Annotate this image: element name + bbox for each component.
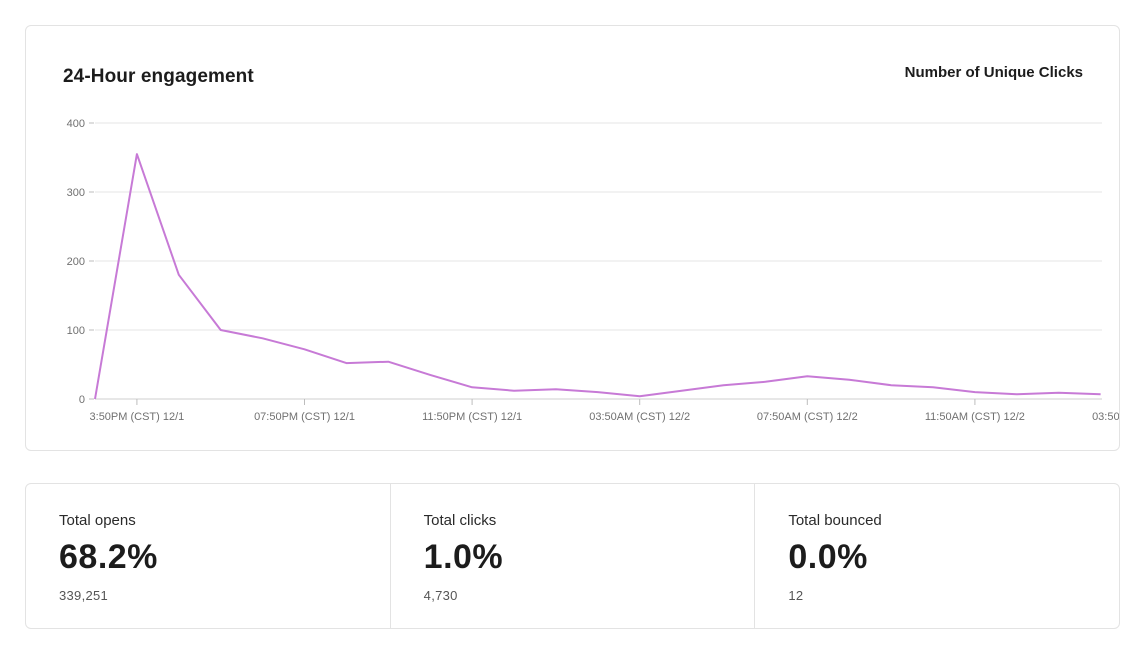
stat-value: 1.0% — [423, 538, 504, 576]
stat-total-opens: Total opens 68.2% 339,251 — [26, 484, 390, 628]
y-tick-label: 400 — [67, 118, 85, 130]
x-tick-label: 3:50PM (CST) 12/1 — [90, 411, 185, 423]
stat-total-clicks: Total clicks 1.0% 4,730 — [389, 484, 755, 628]
stat-count: 339,251 — [59, 588, 109, 603]
stat-value: 0.0% — [788, 538, 868, 576]
stats-card: Total opens 68.2% 339,251 Total clicks 1… — [25, 483, 1120, 629]
x-tick-label: 11:50AM (CST) 12/2 — [925, 411, 1025, 423]
stat-value: 68.2% — [59, 538, 158, 576]
x-tick-label: 03:50AM (CST) 12/2 — [589, 411, 690, 423]
y-tick-label: 100 — [67, 325, 85, 337]
x-tick-label: 03:50PM (CST) 12/2 — [1092, 411, 1120, 423]
stat-label: Total clicks — [423, 512, 497, 529]
stat-count: 12 — [788, 588, 804, 603]
x-tick-label: 07:50AM (CST) 12/2 — [757, 411, 858, 423]
stat-label: Total opens — [59, 512, 136, 529]
x-tick-label: 11:50PM (CST) 12/1 — [422, 411, 522, 423]
y-tick-label: 300 — [67, 187, 85, 199]
engagement-chart-card: 24-Hour engagement Number of Unique Clic… — [25, 25, 1120, 451]
stat-total-bounced: Total bounced 0.0% 12 — [754, 484, 1119, 628]
stat-count: 4,730 — [423, 588, 458, 603]
y-tick-label: 0 — [79, 394, 85, 406]
stat-label: Total bounced — [788, 512, 882, 529]
chart-metric-label: Number of Unique Clicks — [904, 64, 1083, 81]
y-tick-label: 200 — [67, 256, 85, 268]
engagement-line-chart: 0 100 200 300 400 3:50PM (CST) 12/1 07:50PM (C… — [67, 118, 1120, 423]
series-line — [94, 153, 1101, 400]
x-tick-label: 07:50PM (CST) 12/1 — [254, 411, 355, 423]
chart-title: 24-Hour engagement — [63, 66, 254, 87]
